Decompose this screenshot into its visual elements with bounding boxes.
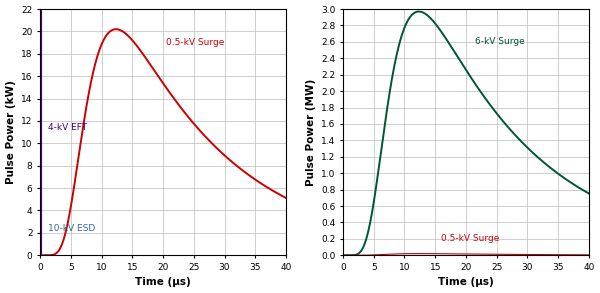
Text: 0.5-kV Surge: 0.5-kV Surge — [442, 234, 500, 243]
Y-axis label: Pulse Power (kW): Pulse Power (kW) — [5, 80, 16, 184]
X-axis label: Time (μs): Time (μs) — [438, 277, 494, 287]
Text: 10-kV ESD: 10-kV ESD — [48, 224, 95, 233]
Text: 0.5-kV Surge: 0.5-kV Surge — [166, 38, 224, 47]
Text: 6-kV Surge: 6-kV Surge — [475, 37, 525, 45]
Y-axis label: Pulse Power (MW): Pulse Power (MW) — [305, 79, 316, 186]
Text: 4-kV EFT: 4-kV EFT — [48, 123, 88, 132]
X-axis label: Time (μs): Time (μs) — [135, 277, 191, 287]
